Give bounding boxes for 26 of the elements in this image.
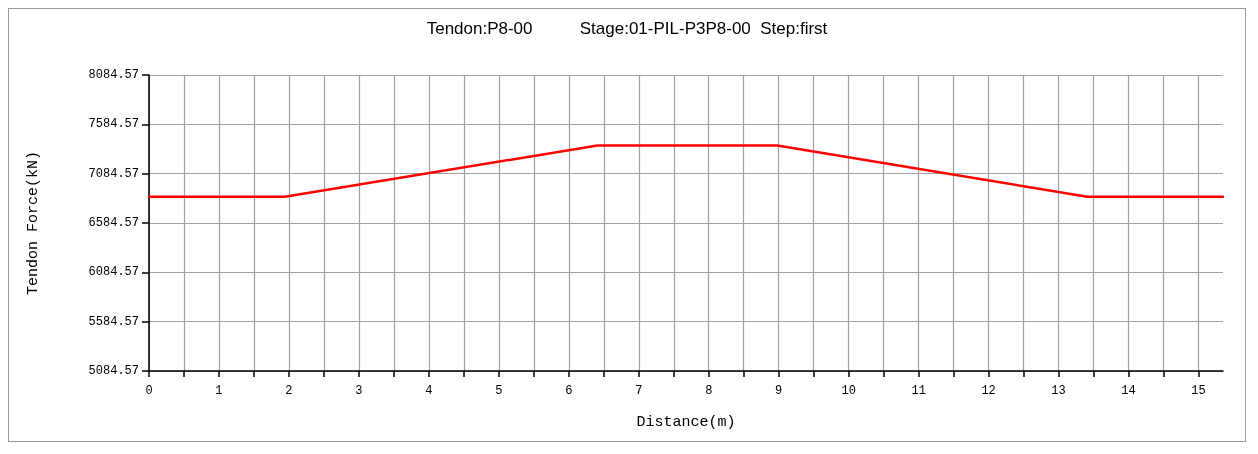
chart-title: Tendon:P8-00 Stage:01-PIL-P3P8-00 Step:first [426, 19, 828, 38]
x-tick-label: 0 [145, 384, 153, 398]
x-tick-label: 11 [911, 384, 926, 398]
x-tick-label: 14 [1121, 384, 1136, 398]
y-tick-label: 6084.57 [88, 265, 139, 280]
x-tick-label: 8 [705, 384, 713, 398]
y-tick-label: 5084.57 [88, 364, 139, 378]
y-tick-label: 8084.57 [88, 68, 139, 82]
y-axis-title: Tendon Force(kN) [25, 150, 42, 296]
x-tick-label: 5 [495, 384, 503, 398]
x-tick-label: 10 [841, 384, 856, 398]
x-tick-label: 1 [215, 384, 223, 398]
x-tick-label: 3 [355, 384, 363, 398]
x-tick-label: 6 [565, 384, 573, 398]
x-tick-label: 13 [1051, 384, 1066, 398]
y-tick-label: 7084.57 [88, 166, 139, 181]
y-tick-label: 5584.57 [88, 314, 139, 329]
y-tick-label: 7584.57 [88, 117, 139, 132]
x-tick-label: 9 [775, 384, 783, 398]
x-tick-label: 15 [1191, 384, 1206, 398]
y-tick-label: 6584.57 [88, 216, 139, 230]
x-tick-label: 4 [425, 384, 433, 398]
x-tick-label: 7 [635, 384, 643, 398]
x-tick-label: 2 [285, 384, 293, 398]
x-axis-title: Distance(m) [636, 414, 736, 431]
x-tick-label: 12 [981, 384, 996, 398]
